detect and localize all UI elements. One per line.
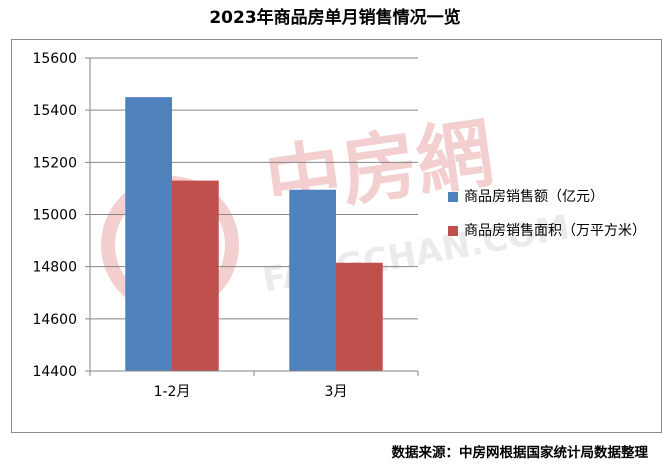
bar-series-1	[125, 97, 172, 371]
legend-label-series-1: 商品房销售额（亿元）	[464, 189, 604, 205]
legend-item-series-1: 商品房销售额（亿元）	[448, 186, 658, 208]
chart-frame	[11, 39, 662, 433]
y-tick-label: 14400	[32, 364, 77, 380]
bar-series-1	[289, 189, 336, 371]
y-tick-label: 15200	[32, 155, 77, 171]
x-tick-label: 3月	[325, 384, 348, 400]
y-tick-label: 15000	[32, 208, 77, 224]
legend-swatch-series-1	[448, 192, 458, 202]
y-tick-label: 15400	[32, 103, 77, 119]
legend-item-series-2: 商品房销售面积（万平方米）	[448, 220, 658, 242]
y-tick-label: 14600	[32, 312, 77, 328]
y-tick-label: 14800	[32, 260, 77, 276]
bar-series-2	[172, 180, 219, 371]
legend: 商品房销售额（亿元） 商品房销售面积（万平方米）	[448, 186, 658, 254]
legend-swatch-series-2	[448, 226, 458, 236]
bar-series-2	[336, 262, 383, 371]
y-tick-label: 15600	[32, 51, 77, 67]
chart-title: 2023年商品房单月销售情况一览	[209, 8, 461, 28]
x-tick-label: 1-2月	[154, 384, 191, 400]
source-note: 数据来源：中房网根据国家统计局数据整理	[391, 445, 649, 461]
legend-label-series-2: 商品房销售面积（万平方米）	[464, 223, 646, 239]
